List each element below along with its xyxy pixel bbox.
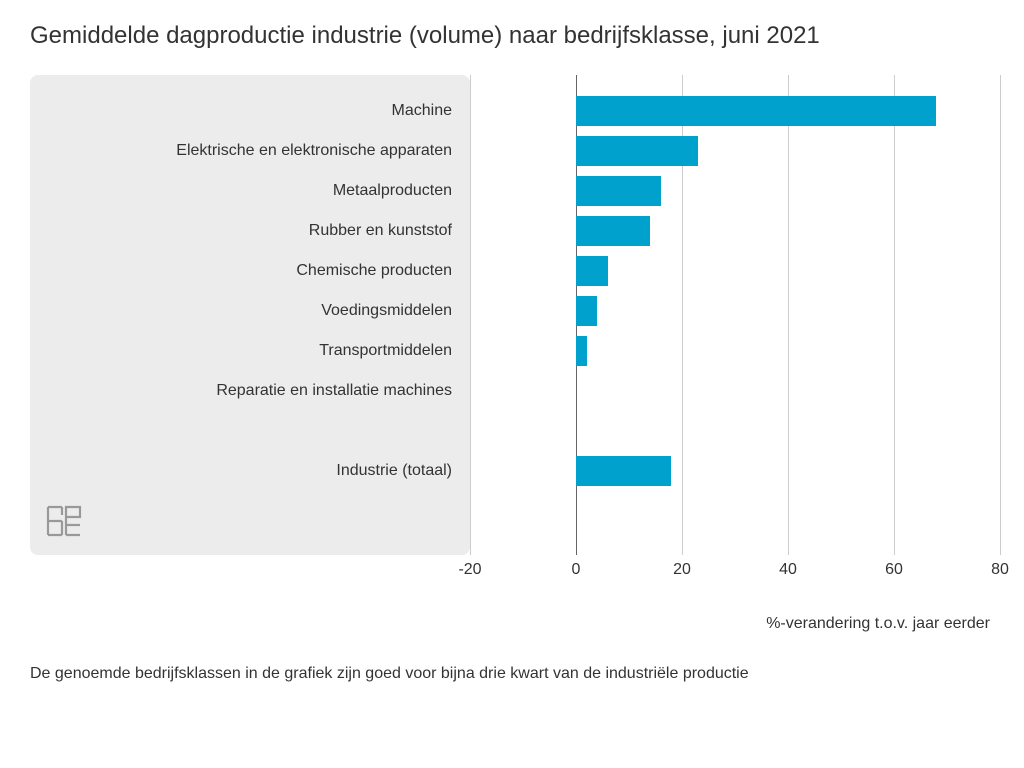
gridline (1000, 75, 1001, 555)
category-label-total: Industrie (totaal) (30, 451, 452, 491)
x-tick-label: 40 (779, 561, 797, 579)
chart-footnote: De genoemde bedrijfsklassen in de grafie… (30, 665, 994, 683)
category-label-6: Transportmiddelen (30, 331, 452, 371)
bar-row-4 (470, 251, 1000, 291)
bar-row-5 (470, 291, 1000, 331)
bar-4 (576, 256, 608, 286)
bar-spacer (470, 411, 1000, 451)
chart: MachineElektrische en elektronische appa… (30, 75, 1000, 555)
chart-title: Gemiddelde dagproductie industrie (volum… (30, 20, 994, 51)
x-tick-label: -20 (458, 561, 481, 579)
bar-row-3 (470, 211, 1000, 251)
category-labels-panel: MachineElektrische en elektronische appa… (30, 75, 470, 555)
bar-3 (576, 216, 650, 246)
category-label-1: Elektrische en elektronische apparaten (30, 131, 452, 171)
bar-row-7 (470, 371, 1000, 411)
bar-1 (576, 136, 698, 166)
cbs-logo-icon (44, 501, 84, 541)
x-tick-label: 0 (572, 561, 581, 579)
category-label-0: Machine (30, 91, 452, 131)
x-axis-ticks: -20020406080 (30, 561, 1000, 587)
bar-row-2 (470, 171, 1000, 211)
plot-area (470, 75, 1000, 555)
category-label-2: Metaalproducten (30, 171, 452, 211)
bar-0 (576, 96, 936, 126)
x-axis-label: %-verandering t.o.v. jaar eerder (30, 615, 1000, 633)
bar-row-6 (470, 331, 1000, 371)
bar-6 (576, 336, 587, 366)
category-label-5: Voedingsmiddelen (30, 291, 452, 331)
category-label-4: Chemische producten (30, 251, 452, 291)
x-tick-label: 80 (991, 561, 1009, 579)
bar-total (576, 456, 671, 486)
label-spacer (30, 411, 452, 451)
bar-row-total (470, 451, 1000, 491)
bar-5 (576, 296, 597, 326)
category-label-7: Reparatie en installatie machines (30, 371, 452, 411)
bar-row-1 (470, 131, 1000, 171)
x-tick-label: 60 (885, 561, 903, 579)
bar-row-0 (470, 91, 1000, 131)
x-tick-label: 20 (673, 561, 691, 579)
category-label-3: Rubber en kunststof (30, 211, 452, 251)
bar-2 (576, 176, 661, 206)
